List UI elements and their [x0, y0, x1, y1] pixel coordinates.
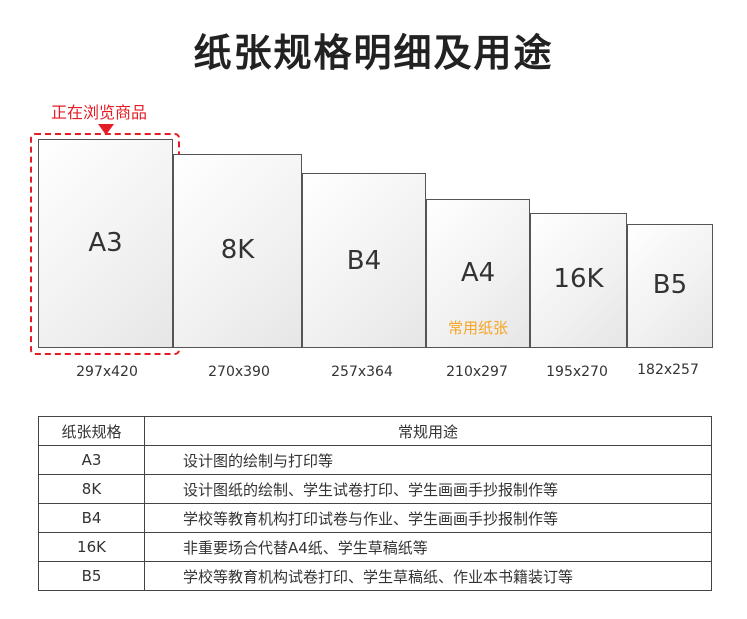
paper-a3[interactable]: A3 [38, 139, 173, 348]
table-header-row: 纸张规格 常规用途 [38, 416, 712, 446]
paper-a4[interactable]: A4 常用纸张 [426, 199, 530, 348]
paper-dims-a3: 297x420 [76, 364, 138, 380]
cell-size: B4 [38, 503, 145, 533]
table-row: 8K 设计图纸的绘制、学生试卷打印、学生画画手抄报制作等 [38, 474, 712, 504]
paper-size-label: A4 [460, 258, 496, 288]
browsing-badge: 正在浏览商品 [51, 103, 148, 122]
table-row: B4 学校等教育机构打印试卷与作业、学生画画手抄报制作等 [38, 503, 712, 533]
cell-size: 16K [38, 532, 145, 562]
paper-size-label: 16K [553, 264, 604, 294]
cell-usage: 非重要场合代替A4纸、学生草稿纸等 [144, 532, 712, 562]
paper-dims-a4: 210x297 [446, 364, 508, 380]
paper-size-label: B4 [346, 246, 382, 276]
cell-usage: 设计图纸的绘制、学生试卷打印、学生画画手抄报制作等 [144, 474, 712, 504]
cell-usage: 学校等教育机构打印试卷与作业、学生画画手抄报制作等 [144, 503, 712, 533]
common-paper-note: 常用纸张 [447, 319, 508, 337]
page-title: 纸张规格明细及用途 [193, 31, 554, 75]
cell-size: B5 [38, 561, 145, 591]
paper-dims-16k: 195x270 [546, 364, 608, 380]
column-header-size: 纸张规格 [38, 416, 145, 446]
paper-dims-b5: 182x257 [637, 362, 699, 378]
table-row: B5 学校等教育机构试卷打印、学生草稿纸、作业本书籍装订等 [38, 561, 712, 591]
paper-dims-8k: 270x390 [208, 364, 270, 380]
paper-b4[interactable]: B4 [302, 173, 426, 348]
cell-usage: 学校等教育机构试卷打印、学生草稿纸、作业本书籍装订等 [144, 561, 712, 591]
table-row: 16K 非重要场合代替A4纸、学生草稿纸等 [38, 532, 712, 562]
paper-usage-table: 纸张规格 常规用途 A3 设计图的绘制与打印等 8K 设计图纸的绘制、学生试卷打… [38, 416, 712, 591]
paper-size-label: 8K [220, 235, 255, 265]
cell-usage: 设计图的绘制与打印等 [144, 445, 712, 475]
table-row: A3 设计图的绘制与打印等 [38, 445, 712, 475]
paper-b5[interactable]: B5 [627, 224, 713, 348]
cell-size: 8K [38, 474, 145, 504]
paper-size-label: B5 [652, 270, 688, 300]
paper-8k[interactable]: 8K [173, 154, 302, 348]
paper-16k[interactable]: 16K [530, 213, 627, 348]
paper-dims-b4: 257x364 [331, 364, 393, 380]
column-header-usage: 常规用途 [144, 416, 712, 446]
down-arrow-icon [98, 124, 114, 135]
paper-size-label: A3 [88, 228, 123, 258]
cell-size: A3 [38, 445, 145, 475]
